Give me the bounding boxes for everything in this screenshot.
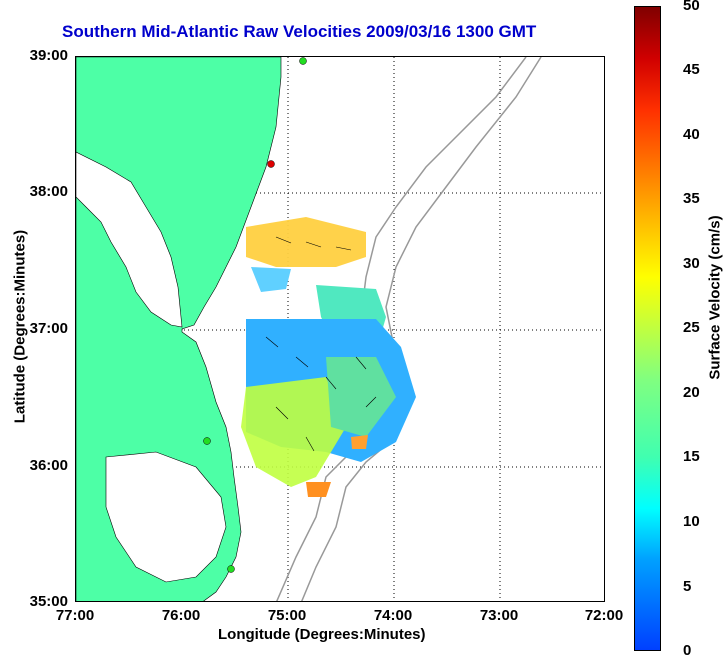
x-tick-label: 74:00 xyxy=(373,607,413,624)
colorbar xyxy=(634,6,661,651)
velocity-arrows xyxy=(265,236,377,452)
y-tick-label: 36:00 xyxy=(29,457,68,474)
colorbar-tick-label: 15 xyxy=(683,448,700,465)
station-marker-alert xyxy=(267,160,275,168)
x-tick-label: 72:00 xyxy=(584,607,624,624)
station-marker xyxy=(227,565,235,573)
x-tick-label: 75:00 xyxy=(267,607,307,624)
station-marker xyxy=(203,437,211,445)
x-tick-label: 76:00 xyxy=(161,607,201,624)
y-tick-label: 35:00 xyxy=(29,593,68,610)
y-tick-label: 37:00 xyxy=(29,320,68,337)
colorbar-tick-label: 45 xyxy=(683,61,700,78)
colorbar-tick-label: 40 xyxy=(683,126,700,143)
colorbar-tick-label: 0 xyxy=(683,642,692,659)
colorbar-tick-label: 25 xyxy=(683,319,700,336)
x-tick-label: 77:00 xyxy=(55,607,95,624)
map-plot-area[interactable] xyxy=(75,56,605,602)
colorbar-tick-label: 10 xyxy=(683,513,700,530)
colorbar-tick-label: 5 xyxy=(683,578,692,595)
colorbar-tick-label: 20 xyxy=(683,384,700,401)
x-tick-label: 73:00 xyxy=(479,607,519,624)
chesapeake-bay xyxy=(76,151,183,328)
station-marker xyxy=(299,57,307,65)
y-axis-label: Latitude (Degrees:Minutes) xyxy=(11,229,29,424)
x-axis-label: Longitude (Degrees:Minutes) xyxy=(218,626,426,643)
colorbar-label: Surface Velocity (cm/s) xyxy=(706,215,724,380)
map-svg xyxy=(76,57,604,601)
colorbar-tick-label: 50 xyxy=(683,0,700,14)
map-title: Southern Mid-Atlantic Raw Velocities 200… xyxy=(62,22,537,41)
y-tick-label: 39:00 xyxy=(29,47,68,64)
pamlico-sound xyxy=(105,451,227,583)
colorbar-tick-label: 30 xyxy=(683,255,700,272)
velocity-field xyxy=(241,217,416,497)
colorbar-tick-label: 35 xyxy=(683,190,700,207)
y-tick-label: 38:00 xyxy=(29,183,68,200)
